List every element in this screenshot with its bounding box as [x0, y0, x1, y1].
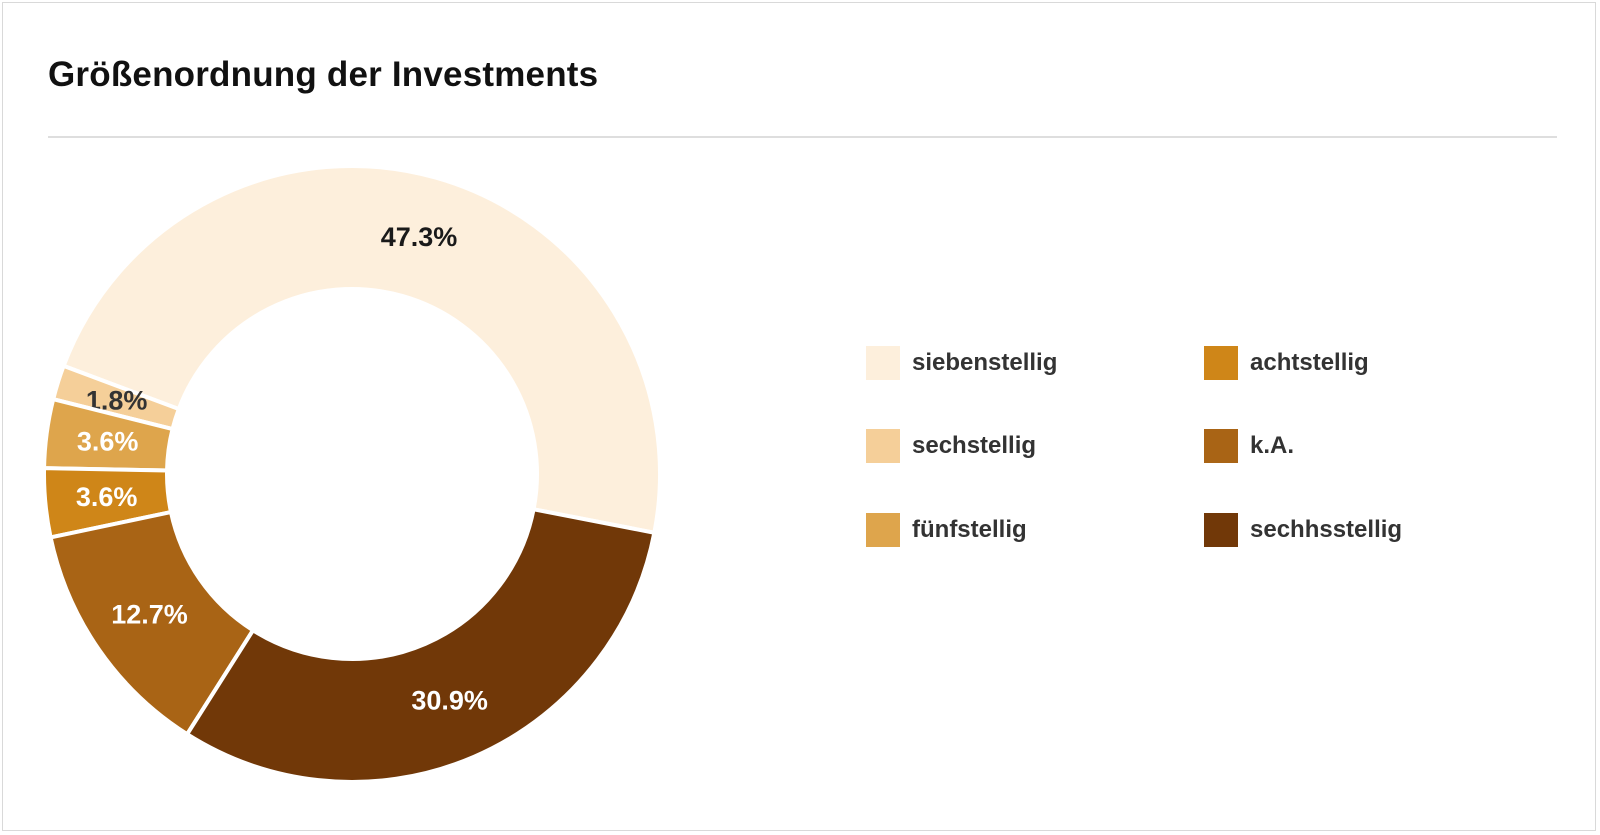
donut-slice-0[interactable]: [61, 164, 662, 536]
legend-item[interactable]: k.A.: [1204, 429, 1294, 463]
donut-slice-5[interactable]: [184, 506, 657, 784]
legend-item[interactable]: sechhsstellig: [1204, 513, 1402, 547]
legend-label: siebenstellig: [912, 349, 1058, 376]
slice-value-label-2: 3.6%: [77, 426, 139, 456]
legend-label: k.A.: [1250, 432, 1295, 459]
legend-swatch: [1204, 429, 1238, 463]
legend-item[interactable]: achtstellig: [1204, 346, 1369, 380]
legend-label: sechhsstellig: [1250, 516, 1403, 543]
legend-label: sechstellig: [912, 432, 1037, 459]
slice-value-label-4: 12.7%: [111, 600, 188, 630]
legend-swatch: [866, 513, 900, 547]
legend-item[interactable]: fünfstellig: [866, 513, 1027, 547]
legend-item[interactable]: siebenstellig: [866, 346, 1057, 380]
slice-value-label-3: 3.6%: [76, 482, 138, 512]
legend-swatch: [1204, 513, 1238, 547]
legend-label: achtstellig: [1250, 349, 1369, 376]
slice-value-label-5: 30.9%: [411, 685, 488, 715]
legend-swatch: [866, 429, 900, 463]
legend-item[interactable]: sechstellig: [866, 429, 1036, 463]
title-divider: [48, 136, 1557, 138]
chart-title: Größenordnung der Investments: [48, 55, 599, 94]
legend-swatch: [866, 346, 900, 380]
slice-value-label-0: 47.3%: [381, 222, 458, 252]
legend-swatch: [1204, 346, 1238, 380]
legend-label: fünfstellig: [912, 516, 1027, 543]
